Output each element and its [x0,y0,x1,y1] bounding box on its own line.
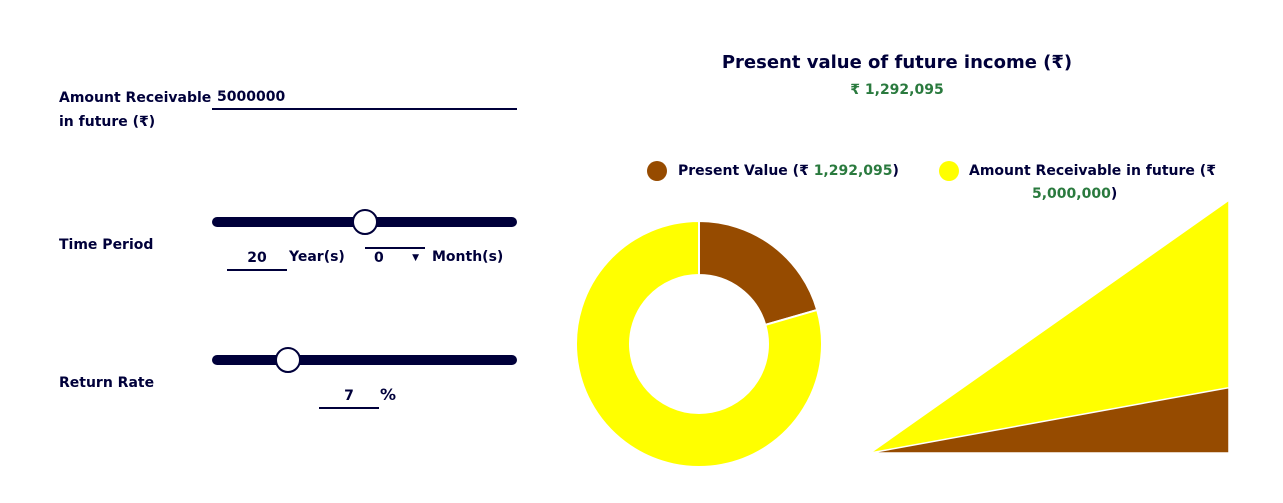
legend-pv-suffix: ) [892,163,899,179]
amount-label-line2: in future (₹) [59,114,156,130]
legend-future-amount-value: 5,000,000) [1032,183,1117,206]
amount-label-line1: Amount Receivable [59,90,212,106]
donut-chart [575,220,823,468]
wedge-present-value [869,386,1230,454]
months-select-value: 0 [374,250,384,266]
growth-wedge-chart [869,200,1230,454]
return-rate-slider-thumb[interactable] [275,347,302,373]
amount-input-value: 5000000 [217,89,286,105]
months-select[interactable]: 0 ▼ [365,247,425,266]
legend-present-value-swatch [647,161,667,181]
donut-slice-present-value [698,220,819,327]
legend-future-value: 5,000,000 [1032,186,1111,202]
legend-pv-prefix: Present Value (₹ [678,163,814,179]
result-title: Present value of future income (₹) [721,52,1073,73]
result-value: ₹ 1,292,095 [850,82,944,98]
rate-input[interactable]: 7 [319,385,379,409]
time-period-slider-thumb[interactable] [351,209,378,235]
chevron-down-icon: ▼ [412,253,419,263]
amount-label: Amount Receivable in future (₹) [59,86,211,134]
legend-future-prefix: Amount Receivable in future (₹ [969,163,1216,179]
legend-present-value: Present Value (₹ 1,292,095) [678,160,899,183]
years-input[interactable]: 20 [227,247,287,271]
return-rate-label: Return Rate [59,375,155,391]
months-unit-label: Month(s) [432,249,504,265]
legend-future-amount: Amount Receivable in future (₹ [969,160,1216,183]
donut-slice-future-amount [575,220,823,468]
legend-future-suffix: ) [1110,186,1118,202]
amount-input[interactable]: 5000000 [212,86,517,110]
rate-input-value: 7 [344,388,354,404]
time-period-label: Time Period [59,237,154,253]
return-rate-slider-track[interactable] [212,355,517,365]
years-unit-label: Year(s) [289,249,345,265]
years-input-value: 20 [247,250,267,266]
legend-future-amount-swatch [939,161,959,181]
rate-unit-label: % [380,385,397,404]
legend-pv-value: 1,292,095 [813,163,893,179]
